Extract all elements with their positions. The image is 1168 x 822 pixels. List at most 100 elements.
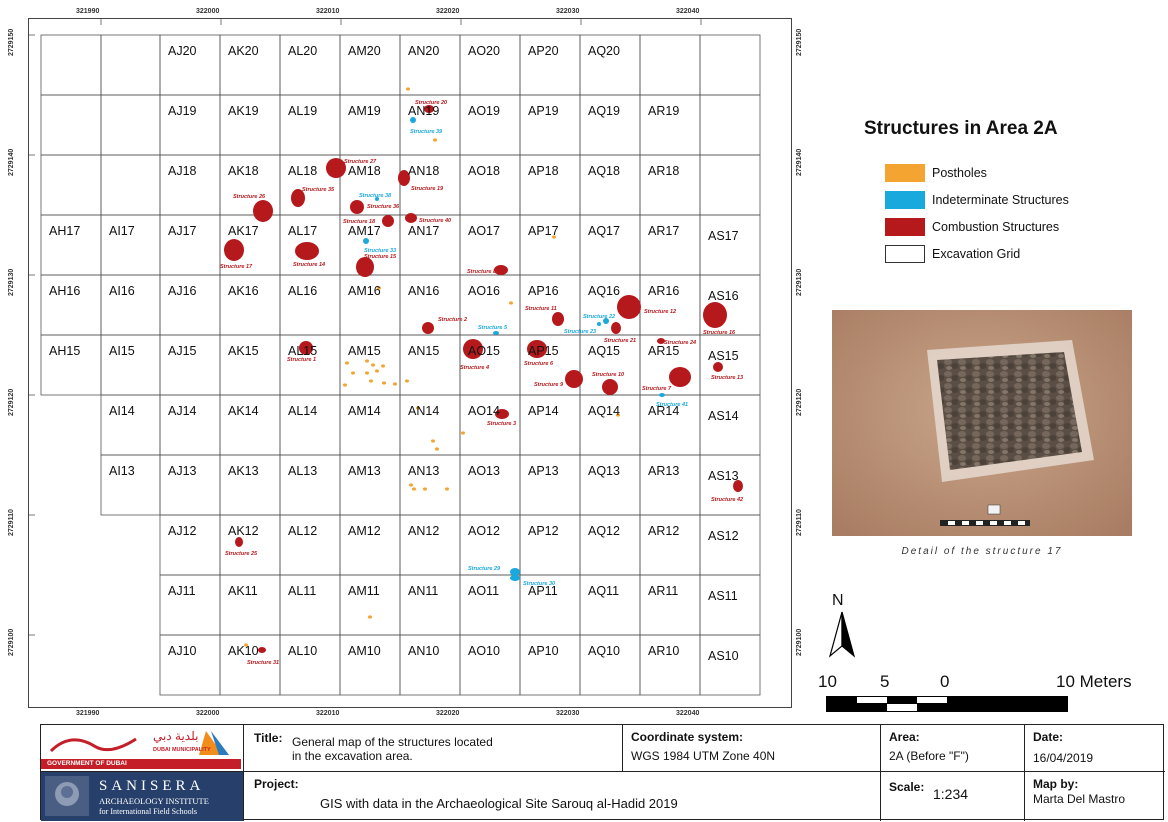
combustion-structure	[326, 158, 346, 178]
grid-cell	[100, 154, 161, 216]
grid-cell-label: AK18	[228, 164, 259, 178]
structure-label: Structure 13	[711, 375, 744, 381]
indeterminate-structure	[603, 318, 609, 324]
posthole	[381, 364, 385, 368]
structure-label: Structure 7	[642, 386, 672, 392]
grid-cell-label: AK10	[228, 644, 259, 658]
grid-cell-label: AL17	[288, 224, 318, 238]
x-coordinate-label: 322000	[196, 8, 220, 15]
x-coordinate-label: 322030	[556, 710, 580, 717]
grid-cell-label: AI13	[109, 464, 135, 478]
structure-label: Structure 12	[644, 309, 677, 315]
legend-label: Combustion Structures	[932, 220, 1060, 234]
north-label: N	[832, 592, 844, 609]
grid-cell-label: AM14	[348, 404, 381, 418]
posthole	[616, 413, 620, 417]
grid-cell-label: AO20	[468, 44, 500, 58]
structure-label: Structure 39	[410, 129, 443, 135]
x-coordinate-label: 322000	[196, 710, 220, 717]
posthole	[445, 487, 449, 491]
legend-label: Indeterminate Structures	[932, 193, 1069, 207]
grid-cell-label: AQ17	[588, 224, 620, 238]
date-cell: Date: 16/04/2019	[1025, 725, 1165, 772]
grid-cell-label: AM11	[348, 584, 380, 598]
combustion-structure	[669, 367, 691, 387]
grid-cell-label: AO19	[468, 104, 500, 118]
legend-item-combustion: Combustion Structures	[885, 217, 1059, 237]
grid-cell-label: AI14	[109, 404, 135, 418]
grid-cell-label: AO14	[468, 404, 500, 418]
posthole	[416, 406, 420, 410]
combustion-structure	[224, 239, 244, 261]
y-coordinate-label: 2729100	[796, 628, 803, 656]
grid-cell-label: AP14	[528, 404, 559, 418]
combustion-structure	[495, 409, 509, 419]
grid-cell-label: AS14	[708, 409, 739, 423]
posthole	[412, 487, 416, 491]
grid-cell	[699, 214, 761, 276]
grid-cell-label: AN15	[408, 344, 440, 358]
grid-cell-label: AO15	[468, 344, 500, 358]
grid-cell	[101, 635, 160, 695]
grid-cell-label: AQ11	[588, 584, 620, 598]
posthole	[435, 447, 439, 451]
grid-cell-label: AP13	[528, 464, 559, 478]
project-label: Project:	[254, 777, 299, 791]
structure-label: Structure 33	[364, 248, 397, 254]
grid-cell-label: AJ19	[168, 104, 197, 118]
y-coordinate-label: 2729100	[8, 628, 15, 656]
posthole	[461, 431, 465, 435]
grid-cell-label: AK17	[228, 224, 259, 238]
grid-cell-label: AL16	[288, 284, 318, 298]
grid-cell-label: AJ18	[168, 164, 197, 178]
combustion-structure	[253, 200, 273, 222]
grid-cell-label: AN11	[408, 584, 439, 598]
structure-label: Structure 3	[487, 421, 517, 427]
combustion-structure	[713, 362, 723, 372]
grid-cell-label: AJ20	[168, 44, 197, 58]
grid-cell-label: AH17	[49, 224, 81, 238]
structure-label: Structure 6	[524, 361, 554, 367]
posthole	[351, 371, 355, 375]
grid-cell-label: AL18	[288, 164, 318, 178]
grid-cell-label: AL14	[288, 404, 318, 418]
posthole	[371, 363, 375, 367]
mapby-value: Marta Del Mastro	[1033, 792, 1126, 806]
y-coordinate-label: 2729110	[796, 509, 803, 536]
scale-label-5: 5	[880, 672, 890, 691]
combustion-structure	[295, 242, 319, 260]
sanisera-name: SANISERA	[99, 778, 205, 794]
grid-cell	[101, 515, 160, 575]
structure-label: Structure 24	[664, 340, 697, 346]
grid-cell-label: AM13	[348, 464, 381, 478]
y-coordinate-label: 2729120	[796, 388, 803, 416]
x-coordinate-label: 321990	[76, 710, 100, 717]
legend-item-indeterminate: Indeterminate Structures	[885, 190, 1069, 210]
grid-cell-label: AJ17	[168, 224, 197, 238]
combustion-structure	[552, 312, 564, 326]
legend-item-postholes: Postholes	[885, 163, 987, 183]
combustion-structure	[382, 215, 394, 227]
posthole	[433, 138, 437, 142]
logo-arabic-text: بلدية دبي	[153, 729, 199, 743]
indeterminate-structure	[659, 393, 665, 397]
grid-cell	[101, 575, 160, 635]
grid-cell-label: AP10	[528, 644, 559, 658]
combustion-structure	[617, 295, 641, 319]
structure-label: Structure 8	[467, 269, 497, 275]
grid-cell-label: AQ15	[588, 344, 620, 358]
grid-cell	[699, 634, 761, 696]
indeterminate-structure	[510, 575, 520, 581]
structure-label: Structure 10	[592, 372, 625, 378]
grid-cell-label: AP11	[528, 584, 558, 598]
grid-cell	[41, 395, 101, 455]
project-cell: Project: GIS with data in the Archaeolog…	[244, 772, 881, 821]
grid-cell-label: AP15	[528, 344, 559, 358]
legend-label: Postholes	[932, 166, 987, 180]
structure-label: Structure 29	[468, 566, 501, 572]
grid-cell-label: AR12	[648, 524, 680, 538]
structure-label: Structure 17	[220, 264, 253, 270]
area-cell: Area: 2A (Before "F")	[881, 725, 1025, 772]
posthole	[343, 383, 347, 387]
grid-cell-label: AK14	[228, 404, 259, 418]
